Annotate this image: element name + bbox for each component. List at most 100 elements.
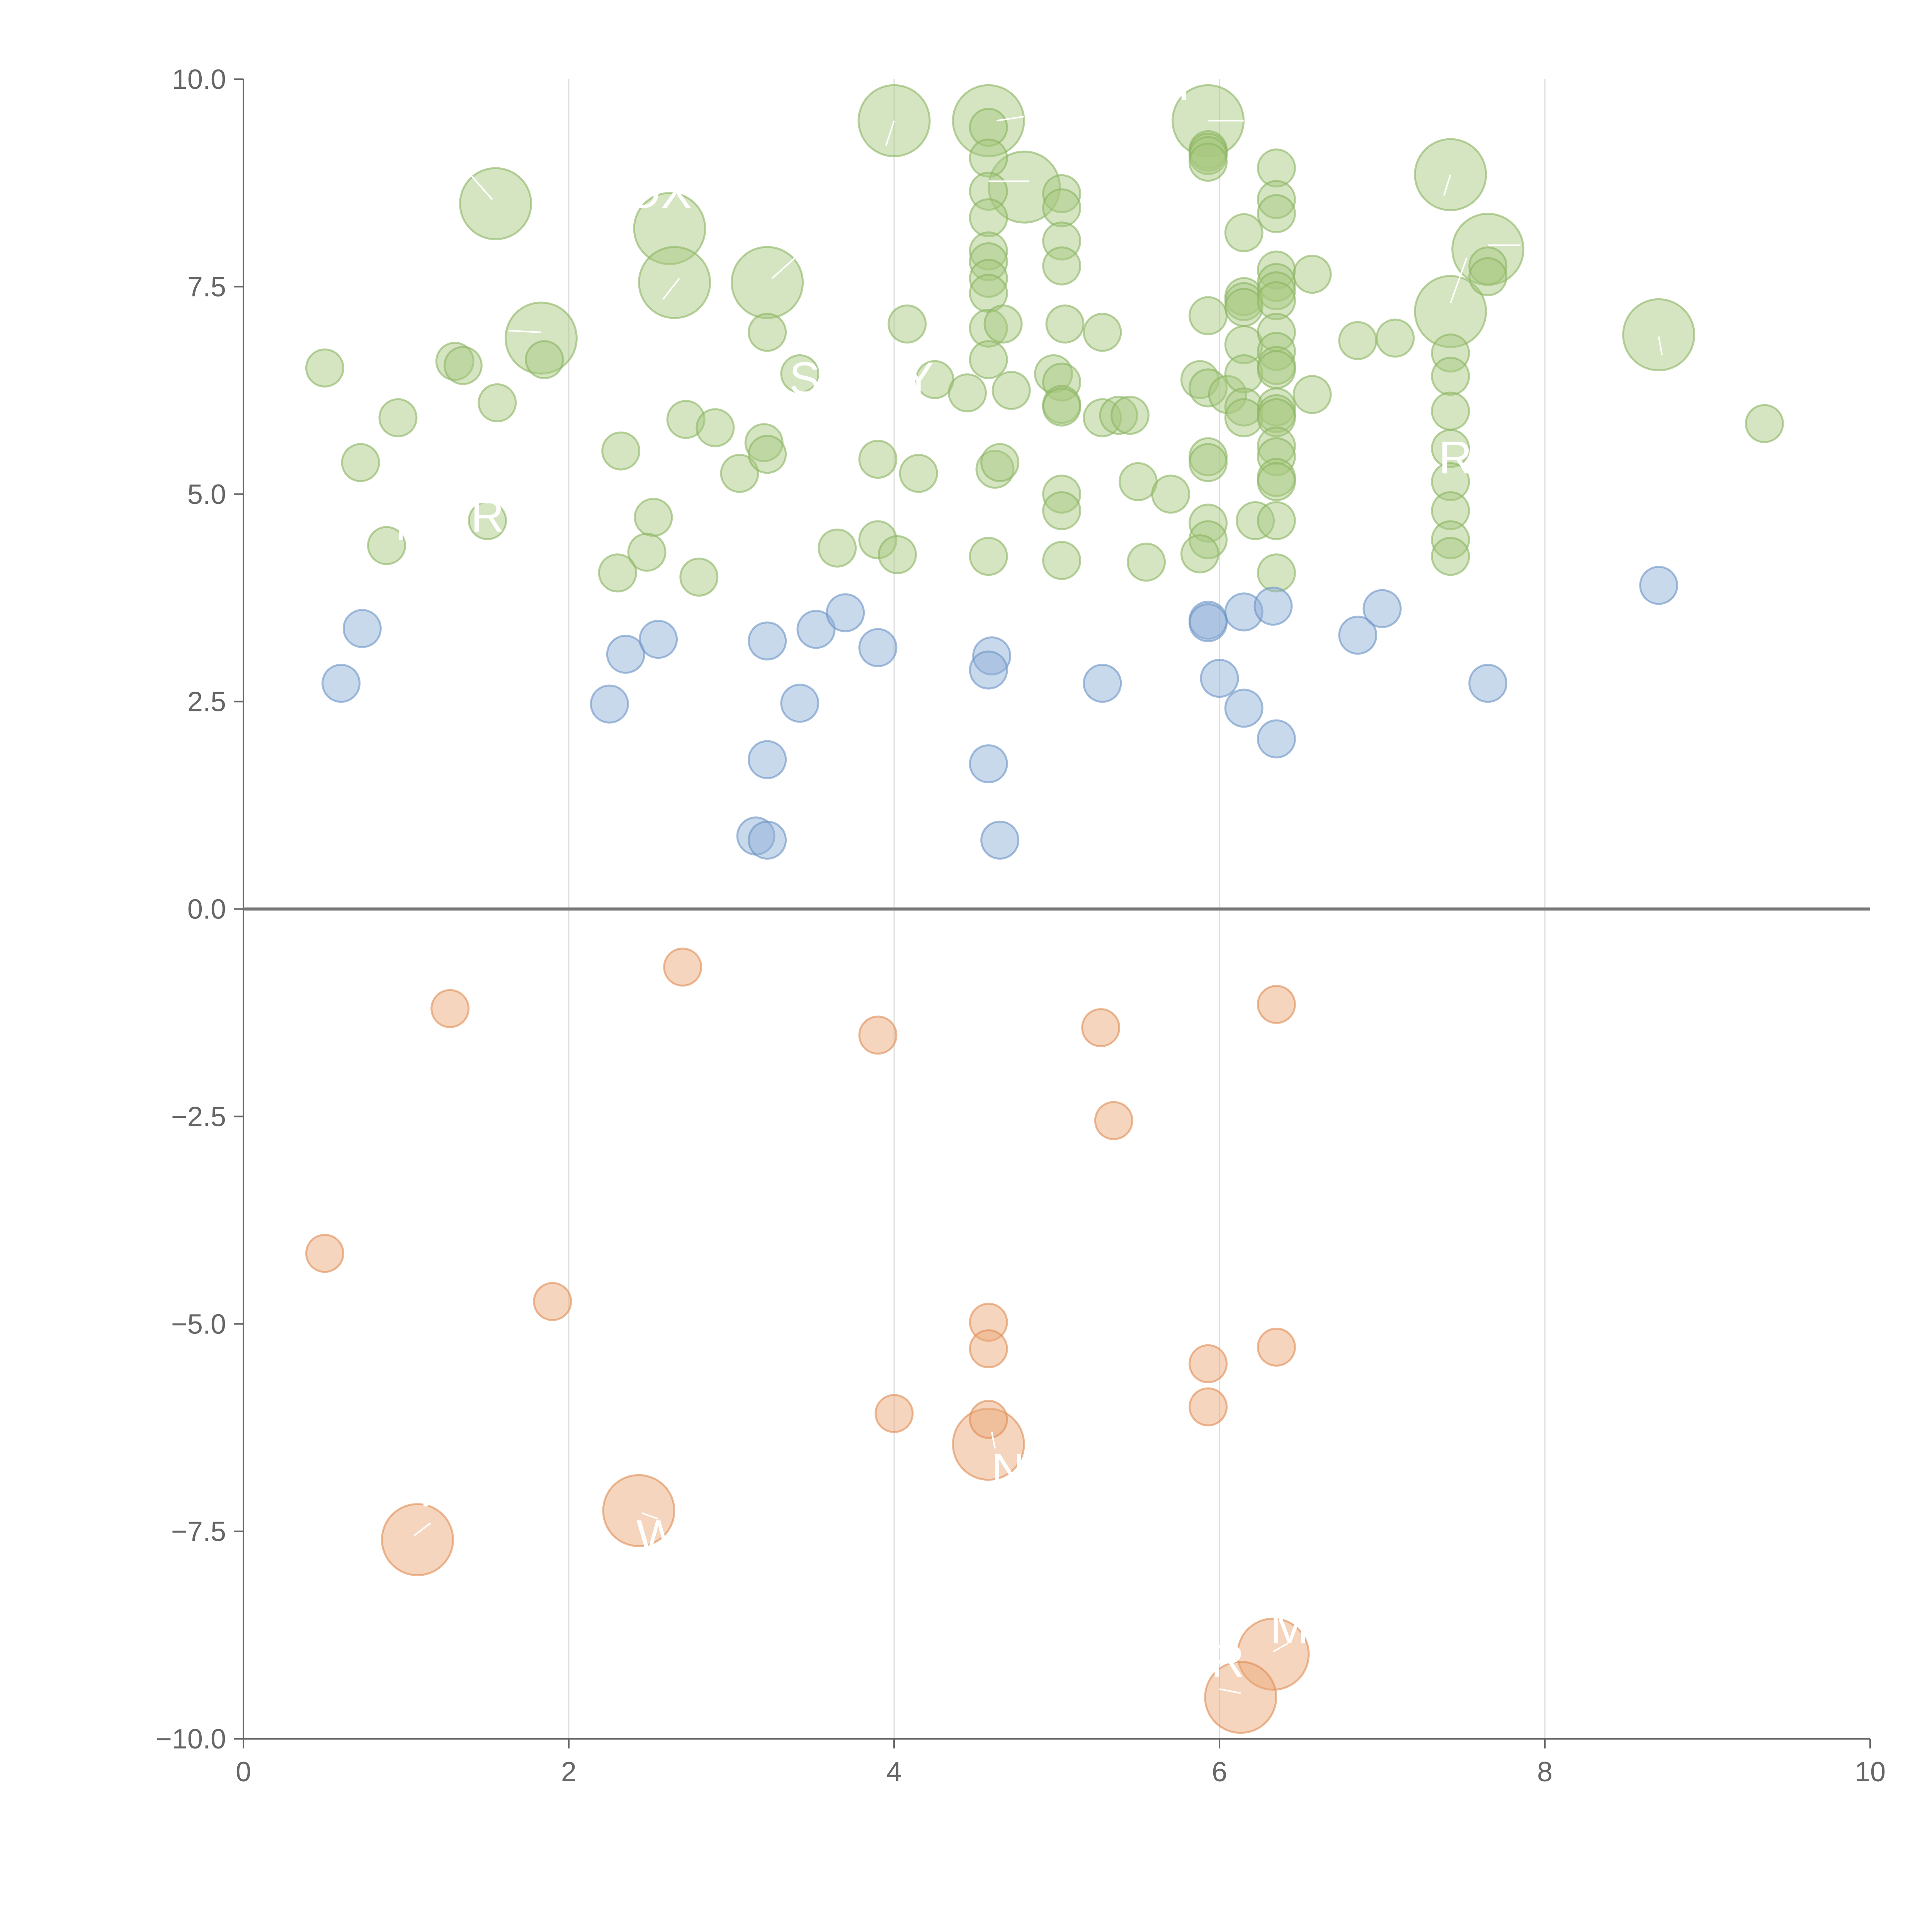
leader-line <box>771 253 801 279</box>
green-bubble <box>1431 520 1470 560</box>
x-tick-label: 6 <box>1212 1757 1227 1787</box>
green-bubble <box>992 371 1031 410</box>
bubble-label: R <box>1211 1635 1245 1687</box>
orange-bubble <box>1257 985 1296 1024</box>
green-bubble <box>780 354 820 393</box>
green-bubble <box>1127 543 1166 582</box>
leader-line <box>885 120 895 146</box>
leader-line <box>1449 257 1468 304</box>
bubble-label: M <box>395 498 434 550</box>
leader-line <box>662 278 680 300</box>
blue-bubble <box>321 663 361 703</box>
green-bubble <box>1257 553 1296 593</box>
green-bubble <box>975 449 1015 489</box>
green-bubble <box>1257 281 1296 320</box>
orange-bubble <box>381 1503 454 1577</box>
blue-bubble <box>1224 689 1264 728</box>
green-bubble <box>969 308 1008 348</box>
y-tick-label: 2.5 <box>187 687 226 718</box>
green-bubble <box>1224 213 1264 252</box>
green-bubble <box>1257 180 1296 219</box>
green-bubble <box>1189 443 1228 482</box>
blue-bubble <box>748 621 787 661</box>
green-bubble <box>969 537 1008 576</box>
orange-bubble <box>533 1282 572 1321</box>
y-tick-label: 0.0 <box>187 894 226 925</box>
green-bubble <box>679 558 719 597</box>
green-bubble <box>1257 148 1296 188</box>
axes <box>234 78 1871 1748</box>
green-bubble <box>1224 354 1264 393</box>
green-bubble <box>459 167 532 240</box>
orange-bubble <box>1189 1344 1228 1383</box>
green-bubble <box>378 398 418 437</box>
y-tick-label: −2.5 <box>171 1101 226 1132</box>
green-bubble <box>980 443 1020 482</box>
leader-line <box>509 330 541 333</box>
green-bubble <box>1045 304 1085 344</box>
green-bubble <box>1208 375 1247 414</box>
leader-line <box>996 116 1025 122</box>
green-bubble <box>1042 541 1082 580</box>
green-bubble <box>1224 288 1264 327</box>
green-bubble <box>969 198 1008 238</box>
green-bubble <box>1431 333 1470 373</box>
green-bubble <box>1042 491 1082 531</box>
orange-bubble <box>663 947 702 987</box>
x-tick-label: 10 <box>1855 1757 1886 1787</box>
green-bubble <box>1257 350 1296 389</box>
blue-bubble <box>780 684 820 723</box>
green-bubble <box>638 246 711 319</box>
orange-bubble <box>1257 1327 1296 1367</box>
leader-line <box>1443 174 1451 196</box>
green-bubble <box>1236 501 1275 540</box>
orange-bubble <box>969 1303 1008 1342</box>
leader-line <box>1219 1688 1241 1694</box>
green-bubble <box>1431 357 1470 396</box>
orange-bubble <box>1094 1101 1133 1140</box>
green-bubble <box>1042 246 1082 286</box>
leader-line <box>991 1432 996 1449</box>
green-bubble <box>1110 396 1150 435</box>
x-tick-label: 0 <box>236 1757 251 1787</box>
bubble-label: Y <box>903 353 934 405</box>
leader-lines <box>413 116 1663 1694</box>
bubble-label: S <box>789 353 820 405</box>
blue-bubble <box>606 634 645 674</box>
green-bubble <box>818 528 857 568</box>
blue-bubble <box>1338 616 1378 655</box>
green-bubble <box>1338 321 1378 360</box>
x-tick-label: 2 <box>561 1757 577 1787</box>
green-bubble <box>1083 313 1122 352</box>
x-tick-label: 8 <box>1537 1757 1553 1787</box>
green-bubble <box>341 443 380 482</box>
leader-line <box>1272 1643 1288 1653</box>
orange-bubble <box>969 1400 1008 1439</box>
green-bubble <box>731 246 804 319</box>
green-bubble <box>720 454 759 493</box>
bubble-label: OX <box>625 166 692 218</box>
y-tick-label: −7.5 <box>171 1516 226 1547</box>
green-bubble <box>1042 188 1082 228</box>
green-bubble <box>1083 398 1122 437</box>
orange-bubble <box>969 1329 1008 1369</box>
y-tick-label: 7.5 <box>187 272 226 303</box>
y-tick-label: −5.0 <box>171 1309 226 1340</box>
green-bubble <box>1257 271 1296 311</box>
orange-bubble <box>602 1474 675 1547</box>
green-bubble <box>1099 396 1138 435</box>
green-bubble <box>1257 462 1296 502</box>
green-bubble <box>627 532 667 572</box>
leader-line <box>1658 336 1663 355</box>
green-bubble <box>478 383 517 423</box>
green-bubble <box>1189 143 1228 182</box>
green-bubble <box>947 373 987 413</box>
green-bubble <box>1622 298 1696 371</box>
orange-bubble <box>1081 1008 1121 1048</box>
green-bubble <box>969 259 1008 298</box>
green-bubble <box>969 138 1008 178</box>
blue-bubble <box>1639 566 1679 605</box>
green-bubble <box>1119 462 1158 502</box>
blue-bubble <box>342 609 382 648</box>
